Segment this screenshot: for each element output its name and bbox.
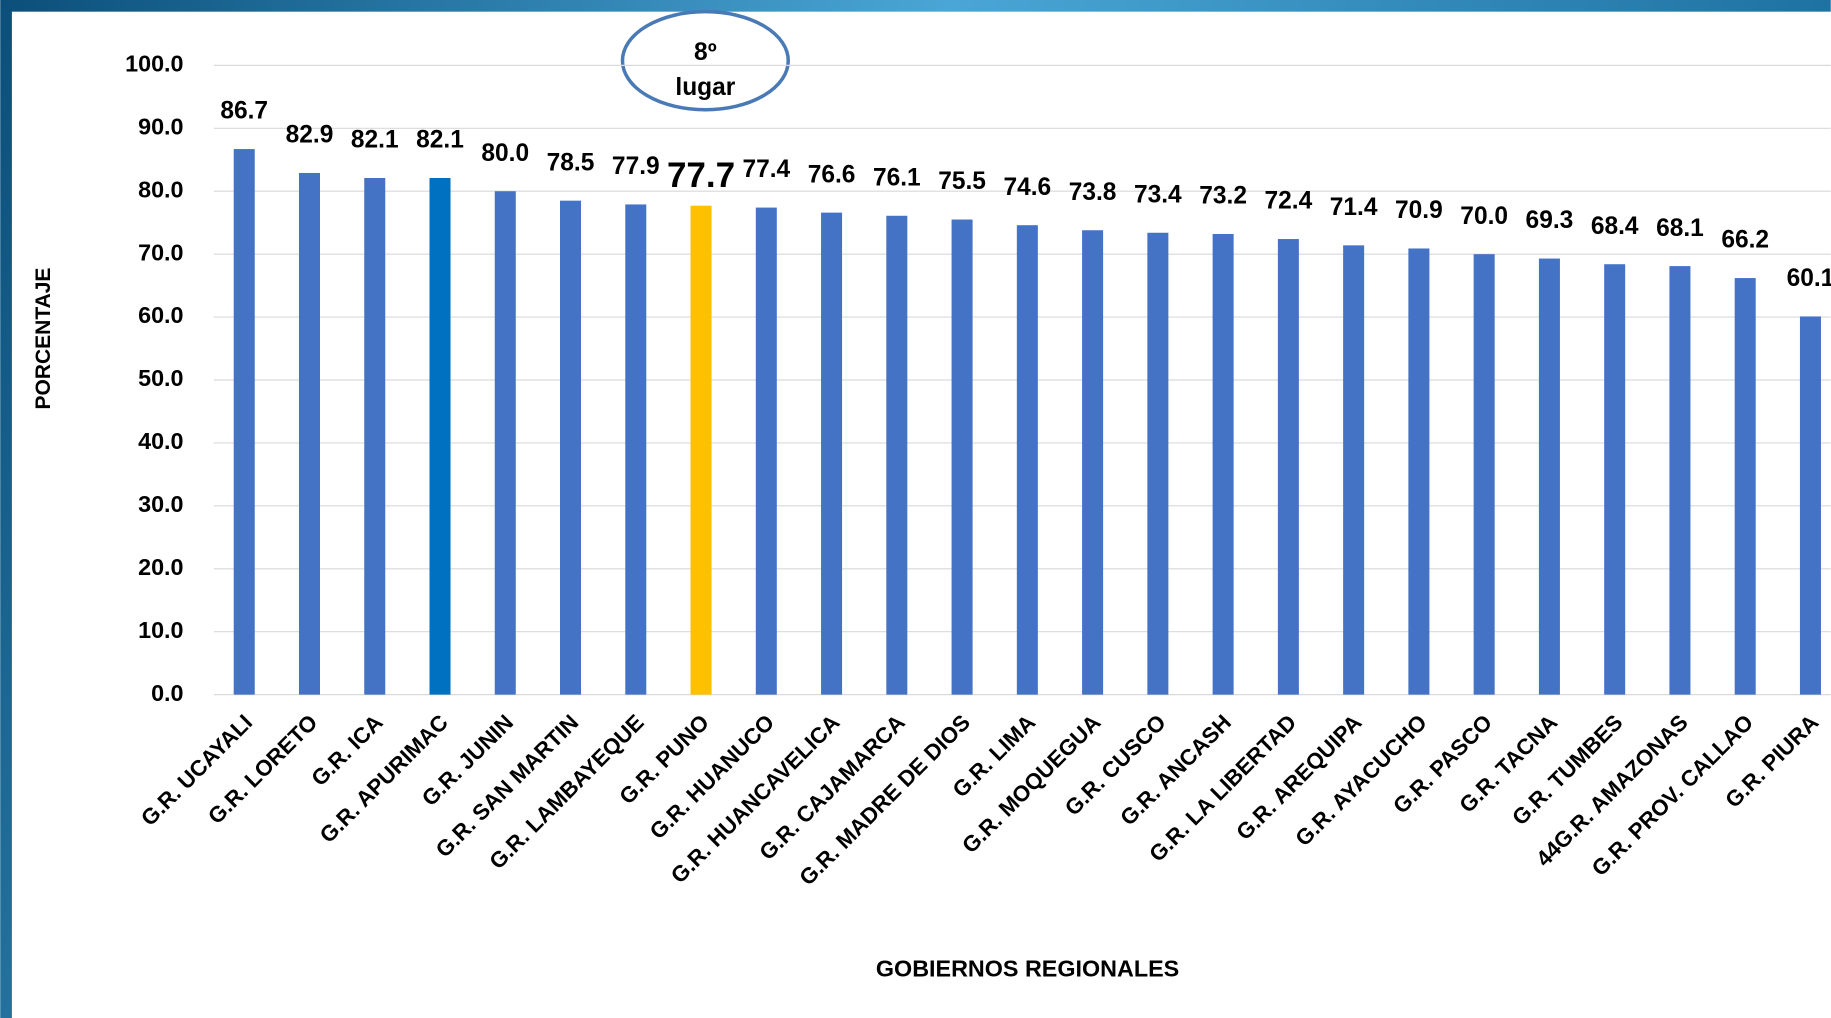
data-label: 70.0 <box>1460 203 1508 230</box>
bar <box>1539 259 1560 695</box>
y-tick-label: 80.0 <box>138 176 183 202</box>
y-tick-label: 50.0 <box>138 365 183 391</box>
annotation-text: lugar <box>675 74 735 101</box>
bar <box>1669 266 1690 695</box>
bar <box>1474 254 1495 694</box>
data-label: 60.1 <box>1787 265 1831 292</box>
data-label: 68.4 <box>1591 213 1639 240</box>
bar <box>1408 248 1429 694</box>
bar <box>1017 225 1038 694</box>
y-tick-label: 90.0 <box>138 113 183 139</box>
bar <box>429 178 450 695</box>
chart: PORCENTAJE GOBIERNOS REGIONALES 8º lugar… <box>0 0 1831 1018</box>
bar <box>560 201 581 695</box>
data-label: 80.0 <box>481 140 529 167</box>
data-label: 66.2 <box>1721 227 1769 254</box>
bar <box>1082 230 1103 694</box>
x-axis-title: GOBIERNOS REGIONALES <box>876 955 1179 981</box>
bar <box>625 204 646 694</box>
bar <box>234 149 255 695</box>
bar <box>1800 316 1821 694</box>
data-label: 77.7 <box>667 156 735 195</box>
y-tick-label: 30.0 <box>138 491 183 517</box>
data-label: 74.6 <box>1003 174 1051 201</box>
data-label: 71.4 <box>1330 194 1378 221</box>
bar <box>1735 278 1756 695</box>
data-label: 75.5 <box>938 168 986 195</box>
annotation-text: 8º <box>694 39 717 66</box>
data-label: 70.9 <box>1395 197 1443 224</box>
bar <box>821 213 842 695</box>
bar <box>952 220 973 695</box>
bar <box>495 191 516 694</box>
data-label: 82.1 <box>416 127 464 154</box>
y-tick-label: 10.0 <box>138 617 183 643</box>
y-tick-label: 70.0 <box>138 239 183 265</box>
data-label: 73.2 <box>1199 183 1247 210</box>
y-axis-title: PORCENTAJE <box>32 268 55 410</box>
page: PORCENTAJE GOBIERNOS REGIONALES 8º lugar… <box>0 0 1831 1018</box>
data-label: 72.4 <box>1265 188 1313 215</box>
bar <box>364 178 385 695</box>
bar <box>1213 234 1234 695</box>
data-label: 73.4 <box>1134 181 1182 208</box>
data-label: 77.4 <box>742 156 790 183</box>
bar <box>756 208 777 695</box>
data-label: 76.1 <box>873 164 921 191</box>
y-tick-label: 0.0 <box>151 680 183 706</box>
y-tick-label: 20.0 <box>138 554 183 580</box>
bar <box>691 206 712 695</box>
data-label: 86.7 <box>220 98 268 125</box>
data-label: 76.6 <box>808 161 856 188</box>
data-label: 77.9 <box>612 153 660 180</box>
bar <box>1278 239 1299 695</box>
data-label: 82.1 <box>351 127 399 154</box>
bar <box>1343 245 1364 694</box>
data-label: 68.1 <box>1656 215 1704 242</box>
bar <box>886 216 907 695</box>
data-label: 78.5 <box>547 149 595 176</box>
y-tick-label: 60.0 <box>138 302 183 328</box>
data-label: 73.8 <box>1069 179 1117 206</box>
bar <box>1147 233 1168 695</box>
data-label: 69.3 <box>1526 207 1574 234</box>
y-tick-label: 100.0 <box>125 51 183 77</box>
data-label: 82.9 <box>286 122 334 149</box>
y-tick-label: 40.0 <box>138 428 183 454</box>
bar <box>1604 264 1625 694</box>
bar <box>299 173 320 695</box>
